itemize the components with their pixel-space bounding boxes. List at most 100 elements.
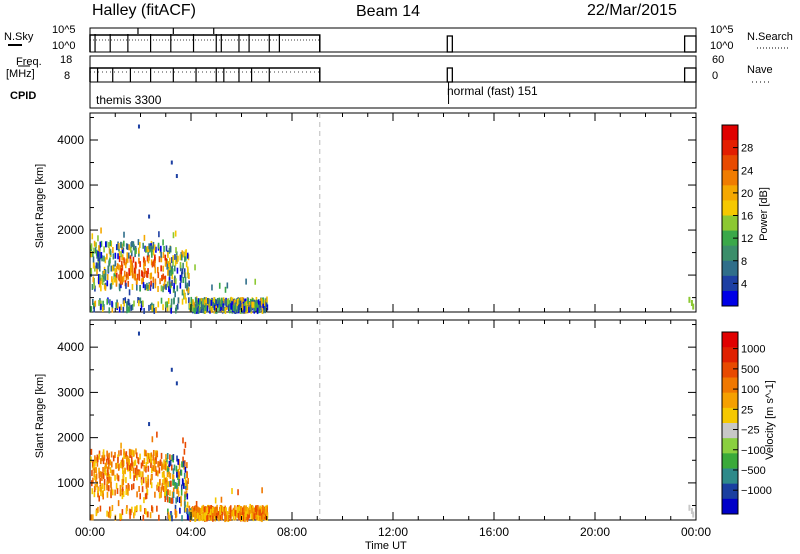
- echo-mark: [119, 265, 122, 272]
- echo-mark: [250, 508, 252, 515]
- echo-mark: [158, 256, 161, 263]
- echo-mark: [167, 464, 170, 471]
- echo-mark: [110, 487, 113, 494]
- velocity-colorbar-segment: [722, 362, 738, 378]
- echo-mark: [211, 506, 214, 513]
- power-colorbar-tick-label: 4: [741, 278, 747, 290]
- echo-mark: [206, 507, 208, 514]
- velocity-colorbar-tick-label: −1000: [741, 485, 772, 497]
- echo-mark: [118, 463, 120, 470]
- echo-mark: [187, 287, 190, 294]
- echo-mark: [95, 467, 98, 474]
- echo-mark: [258, 304, 260, 311]
- power-colorbar-segment: [722, 230, 738, 247]
- echo-mark: [171, 257, 173, 264]
- echo-mark: [100, 227, 102, 234]
- power-colorbar-tick-label: 28: [741, 143, 753, 155]
- echo-mark: [257, 514, 260, 521]
- echo-mark: [131, 240, 133, 247]
- echo-mark: [103, 484, 106, 491]
- echo-mark: [152, 245, 154, 252]
- echo-mark: [177, 490, 180, 497]
- echo-mark: [108, 452, 110, 459]
- cpid-panel-frame: [89, 81, 697, 109]
- echo-mark: [196, 506, 199, 513]
- echo-mark: [241, 303, 244, 310]
- echo-mark: [173, 282, 175, 289]
- echo-mark: [236, 298, 239, 305]
- echo-mark: [100, 300, 102, 307]
- echo-mark: [120, 242, 123, 249]
- echo-mark: [184, 276, 187, 283]
- echo-mark: [122, 468, 124, 475]
- power-colorbar-segment: [722, 290, 738, 307]
- echo-mark: [93, 240, 96, 247]
- echo-mark: [265, 301, 267, 308]
- echo-mark: [121, 478, 124, 485]
- echo-mark: [151, 305, 153, 312]
- x-axis-label: Time UT: [365, 540, 407, 552]
- echo-mark: [216, 297, 219, 304]
- echo-mark: [163, 474, 166, 481]
- echo-mark: [92, 256, 95, 263]
- echo-mark: [180, 271, 183, 278]
- echo-mark: [179, 254, 182, 261]
- echo-mark: [134, 506, 136, 513]
- echo-mark: [183, 293, 186, 300]
- echo-mark: [116, 473, 119, 480]
- echo-mark: [249, 503, 252, 510]
- echo-mark: [184, 466, 187, 473]
- velocity-colorbar-tick-label: −500: [741, 465, 766, 477]
- echo-mark: [206, 305, 209, 312]
- echo-mark: [99, 505, 102, 512]
- echo-mark: [111, 489, 114, 496]
- echo-mark: [266, 304, 269, 311]
- echo-mark: [146, 457, 149, 464]
- echo-mark: [128, 302, 131, 309]
- echo-mark: [152, 282, 155, 289]
- echo-mark: [234, 510, 237, 517]
- echo-mark: [121, 509, 124, 516]
- echo-mark: [248, 301, 251, 308]
- echo-mark: [160, 461, 163, 468]
- echo-mark: [170, 497, 172, 504]
- velocity-y-tick-label: 3000: [57, 385, 84, 399]
- echo-mark: [176, 267, 179, 274]
- echo-mark: [130, 258, 132, 265]
- echo-mark: [201, 506, 203, 513]
- echo-mark: [112, 469, 115, 476]
- echo-mark: [174, 254, 176, 261]
- echo-mark: [265, 508, 267, 515]
- echo-mark: [92, 276, 95, 283]
- echo-mark: [118, 243, 120, 250]
- echo-mark: [106, 280, 109, 287]
- echo-mark: [106, 466, 109, 473]
- echo-mark: [104, 466, 106, 473]
- echo-mark: [115, 272, 118, 279]
- echo-mark: [174, 259, 177, 266]
- echo-mark: [204, 510, 206, 517]
- echo-mark: [214, 304, 216, 311]
- echo-mark: [167, 489, 169, 496]
- echo-mark: [218, 304, 221, 311]
- echo-mark: [166, 452, 169, 459]
- echo-mark: [172, 260, 174, 267]
- echo-mark: [129, 449, 132, 456]
- echo-mark: [150, 452, 153, 459]
- echo-mark: [96, 268, 98, 275]
- echo-mark: [168, 280, 171, 287]
- echo-mark: [151, 436, 154, 443]
- echo-mark: [130, 484, 133, 491]
- echo-mark: [134, 261, 137, 268]
- echo-mark: [115, 302, 117, 309]
- echo-mark: [168, 497, 171, 504]
- echo-mark: [164, 491, 166, 498]
- echo-mark: [120, 442, 122, 449]
- velocity-colorbar-segment: [722, 483, 738, 500]
- echo-mark: [244, 516, 246, 523]
- velocity-colorbar-segment: [722, 347, 738, 363]
- echo-mark: [104, 274, 107, 281]
- echo-mark: [132, 256, 135, 263]
- echo-mark: [171, 515, 173, 522]
- echo-mark: [94, 484, 97, 491]
